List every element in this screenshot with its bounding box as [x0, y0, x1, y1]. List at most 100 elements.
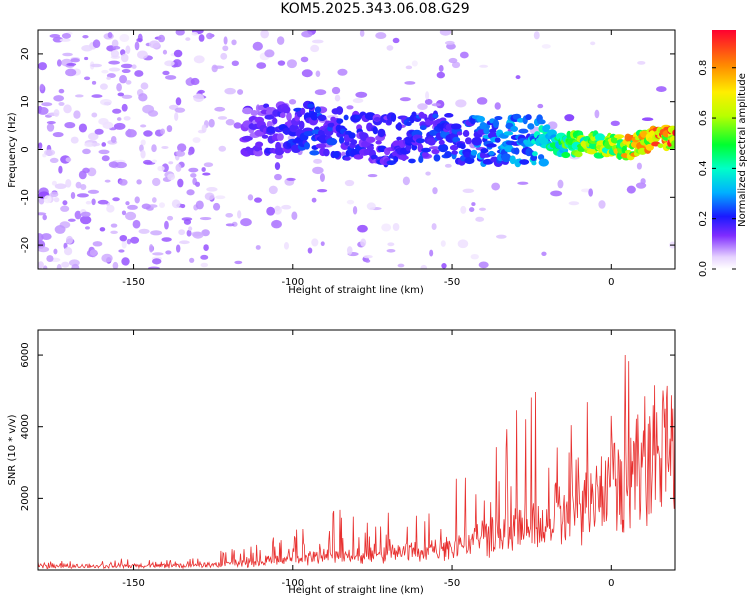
snr-plot-area	[38, 330, 675, 570]
heatmap-cell	[38, 261, 44, 269]
heatmap-cell	[256, 62, 267, 69]
heatmap-cell	[92, 39, 101, 49]
heatmap-cell	[174, 112, 179, 121]
heatmap-cell	[233, 122, 242, 129]
heatmap-cell	[315, 70, 321, 77]
heatmap-cell	[320, 241, 325, 246]
heatmap-trace-cell	[518, 128, 529, 134]
heatmap-cell	[217, 116, 228, 120]
heatmap-cell	[167, 173, 176, 181]
heatmap-cell	[136, 179, 142, 185]
heatmap-cell	[46, 121, 56, 125]
heatmap-cell	[148, 266, 160, 269]
heatmap-cell	[150, 230, 163, 236]
heatmap-cell	[164, 75, 177, 80]
heatmap-cell	[42, 214, 47, 221]
heatmap-cell	[517, 181, 529, 185]
heatmap-cell	[392, 223, 400, 232]
heatmap-cell	[225, 212, 234, 218]
heatmap-cell	[43, 195, 52, 204]
heatmap-cell	[71, 263, 80, 269]
heatmap-cell	[49, 33, 61, 38]
heatmap-cell	[364, 259, 371, 263]
heatmap-cell	[116, 117, 122, 121]
heatmap-cell	[476, 97, 488, 105]
heatmap-cell	[187, 150, 193, 156]
heatmap-cell	[206, 187, 218, 192]
heatmap-cell	[164, 60, 175, 67]
heatmap-cell	[640, 178, 646, 185]
heatmap-cell	[131, 64, 137, 69]
heatmap-trace-cell	[421, 147, 432, 153]
heatmap-cell	[107, 31, 113, 39]
heatmap-cell	[152, 177, 161, 187]
heatmap-cell	[291, 211, 298, 220]
heatmap-trace-cell	[483, 127, 490, 135]
heatmap-trace-cell	[375, 140, 382, 145]
heatmap-cell	[46, 255, 54, 263]
heatmap-trace-cell	[393, 155, 399, 163]
heatmap-cell	[98, 149, 110, 155]
heatmap-trace-cell	[464, 156, 475, 165]
heatmap-cell	[51, 180, 57, 186]
heatmap-cell	[431, 223, 437, 230]
heatmap-cell	[451, 61, 461, 69]
heatmap-blobs	[38, 30, 675, 269]
snr-xlabel: Height of straight line (km)	[288, 585, 424, 596]
heatmap-cell	[203, 162, 214, 168]
heatmap-trace-cell	[326, 137, 338, 146]
heatmap-cell	[183, 219, 192, 225]
heatmap-cell	[203, 244, 209, 251]
heatmap-cell	[424, 98, 433, 105]
heatmap-trace-cell	[377, 128, 386, 138]
heatmap-cell	[240, 218, 252, 227]
heatmap-cell	[168, 161, 174, 165]
heatmap-cell	[67, 218, 76, 222]
heatmap-trace-cell	[405, 121, 412, 127]
colorbar-ticks: 0.0 0.2 0.4 0.6 0.8	[698, 60, 736, 277]
heatmap-trace-cell	[657, 143, 664, 149]
heatmap-cell	[479, 64, 489, 68]
snr-ylabel: SNR (10 * v/v)	[7, 414, 18, 485]
heatmap-trace-cell	[438, 139, 445, 146]
heatmap-cell	[459, 51, 469, 59]
heatmap-trace-cell	[338, 136, 345, 144]
heatmap-trace-cell	[479, 121, 487, 130]
heatmap-cell	[455, 99, 467, 108]
heatmap-cell	[140, 124, 147, 128]
heatmap-cell	[202, 172, 211, 176]
heatmap-trace-cell	[501, 153, 512, 163]
heatmap-trace-cell	[418, 155, 424, 164]
heatmap-trace-cell	[366, 145, 375, 151]
heatmap-cell	[274, 153, 284, 160]
heatmap-cell	[637, 60, 646, 65]
heatmap-cell	[495, 234, 507, 239]
heatmap-cell	[73, 110, 81, 119]
heatmap-cell	[125, 80, 132, 85]
heatmap-trace-cell	[300, 107, 306, 115]
heatmap-cell	[286, 59, 297, 69]
heatmap-cell	[177, 178, 184, 188]
heatmap-trace-cell	[561, 151, 571, 159]
heatmap-cell	[84, 56, 89, 61]
heatmap-cell	[44, 149, 56, 156]
heatmap-cell	[286, 177, 296, 181]
heatmap-cell	[533, 31, 540, 40]
heatmap-cell	[162, 49, 168, 55]
heatmap-cell	[272, 220, 279, 227]
heatmap-cell	[94, 128, 104, 135]
heatmap-trace-cell	[415, 138, 425, 144]
heatmap-cell	[568, 201, 580, 206]
heatmap-trace-cell	[274, 147, 285, 156]
heatmap-cell	[428, 146, 441, 150]
heatmap-cell	[185, 37, 191, 41]
heatmap-cell	[66, 62, 77, 66]
heatmap-cell	[98, 118, 109, 125]
heatmap-cell	[121, 69, 131, 74]
heatmap-cell	[161, 145, 169, 149]
snr-y-tick-label: 2000	[20, 486, 31, 511]
heatmap-trace-cell	[315, 143, 327, 149]
heatmap-trace-cell	[514, 147, 520, 155]
heatmap-cell	[277, 60, 286, 66]
